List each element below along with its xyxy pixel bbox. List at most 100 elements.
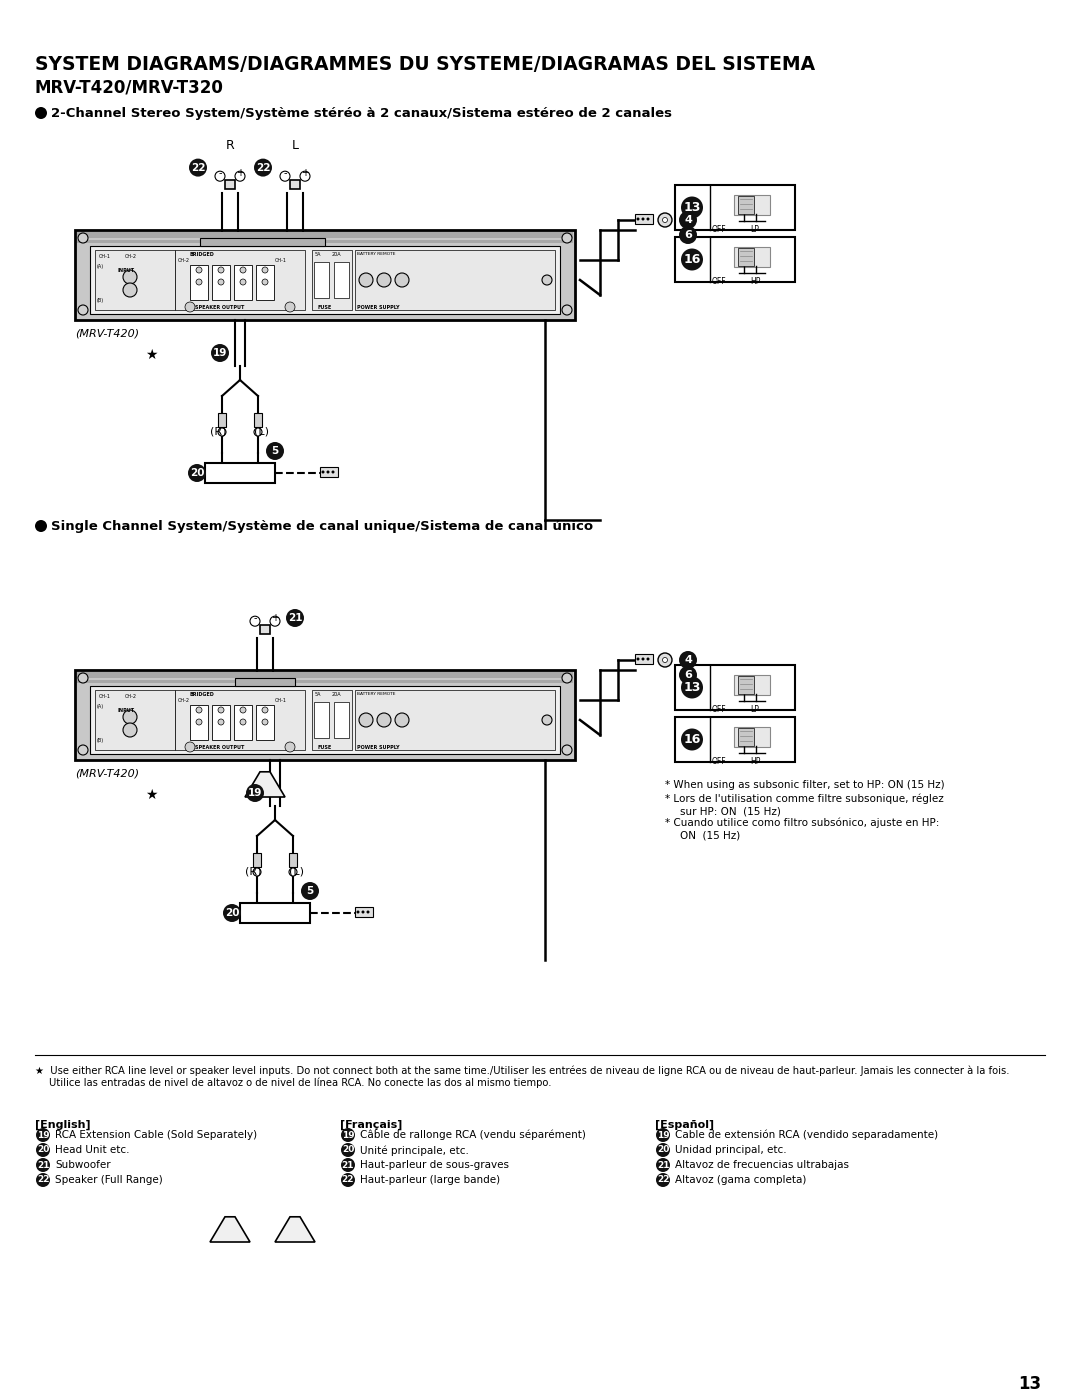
Text: 22: 22 <box>341 1175 354 1185</box>
Bar <box>291 180 300 189</box>
Text: OFF: OFF <box>712 705 727 714</box>
Text: CH-1: CH-1 <box>99 254 111 258</box>
Circle shape <box>218 279 224 285</box>
Circle shape <box>249 616 260 626</box>
Text: 6: 6 <box>684 231 692 240</box>
Bar <box>312 690 352 750</box>
Bar <box>77 240 573 243</box>
Text: [Français]: [Français] <box>340 1120 403 1130</box>
Circle shape <box>662 218 667 222</box>
Circle shape <box>286 609 303 627</box>
Text: BATTERY REMOTE: BATTERY REMOTE <box>357 692 395 696</box>
Text: 13: 13 <box>684 201 701 214</box>
Circle shape <box>681 197 703 218</box>
Bar <box>200 237 325 246</box>
Text: +: + <box>237 168 244 179</box>
Text: Câble de rallonge RCA (vendu séparément): Câble de rallonge RCA (vendu séparément) <box>360 1130 585 1140</box>
Bar <box>314 263 329 298</box>
Text: Speaker (Full Range): Speaker (Full Range) <box>55 1175 163 1185</box>
Text: Cable de extensión RCA (vendido separadamente): Cable de extensión RCA (vendido separada… <box>675 1130 939 1140</box>
Circle shape <box>679 666 697 685</box>
Text: 20: 20 <box>190 468 204 478</box>
Bar <box>355 907 373 916</box>
Bar <box>675 237 795 282</box>
Text: 5: 5 <box>271 446 279 455</box>
Circle shape <box>246 784 264 802</box>
Text: RCA Extension Cable (Sold Separately): RCA Extension Cable (Sold Separately) <box>55 1130 257 1140</box>
Text: [English]: [English] <box>35 1120 91 1130</box>
Text: 2-Channel Stereo System/Système stéréo à 2 canaux/Sistema estéreo de 2 canales: 2-Channel Stereo System/Système stéréo à… <box>51 108 672 120</box>
Text: 16: 16 <box>684 253 701 265</box>
Text: (L): (L) <box>254 426 269 436</box>
Text: +: + <box>301 168 309 179</box>
Circle shape <box>188 464 206 482</box>
Circle shape <box>270 616 280 626</box>
Text: [Español]: [Español] <box>654 1120 714 1130</box>
Circle shape <box>285 742 295 752</box>
Text: 19: 19 <box>37 1130 50 1140</box>
Circle shape <box>78 233 87 243</box>
Circle shape <box>301 882 319 900</box>
Circle shape <box>658 652 672 666</box>
Text: Head Unit etc.: Head Unit etc. <box>55 1146 130 1155</box>
Text: 20: 20 <box>37 1146 50 1154</box>
Text: FUSE: FUSE <box>318 305 333 310</box>
Bar <box>205 462 275 483</box>
Text: (L): (L) <box>289 866 303 876</box>
Circle shape <box>542 275 552 285</box>
Circle shape <box>681 728 703 750</box>
Bar <box>738 196 754 214</box>
Bar <box>234 705 252 740</box>
Circle shape <box>78 673 87 683</box>
Circle shape <box>366 911 369 914</box>
Circle shape <box>254 427 262 436</box>
Circle shape <box>656 1158 670 1172</box>
Text: sur HP: ON  (15 Hz): sur HP: ON (15 Hz) <box>680 806 781 816</box>
Circle shape <box>123 710 137 724</box>
Text: (R): (R) <box>245 866 261 876</box>
Circle shape <box>679 211 697 229</box>
Bar <box>218 414 226 427</box>
Circle shape <box>254 159 272 176</box>
Circle shape <box>222 904 241 922</box>
Circle shape <box>185 302 195 312</box>
Text: Unité principale, etc.: Unité principale, etc. <box>360 1146 469 1155</box>
Bar <box>75 231 575 320</box>
Circle shape <box>658 212 672 226</box>
Bar <box>77 672 573 678</box>
Text: (MRV-T420): (MRV-T420) <box>75 768 139 778</box>
Bar <box>175 250 305 310</box>
Text: 22: 22 <box>657 1175 670 1185</box>
Text: 19: 19 <box>341 1130 354 1140</box>
Bar <box>734 194 770 215</box>
Bar <box>675 184 795 231</box>
Text: +: + <box>271 613 279 623</box>
Text: ★: ★ <box>145 348 158 362</box>
Circle shape <box>341 1158 355 1172</box>
Text: 22: 22 <box>256 162 270 173</box>
Circle shape <box>36 1143 50 1157</box>
Circle shape <box>395 712 409 726</box>
Bar <box>635 654 653 664</box>
Bar <box>90 686 561 754</box>
Text: (B): (B) <box>97 298 104 303</box>
Circle shape <box>35 108 48 119</box>
Text: Haut-parleur (large bande): Haut-parleur (large bande) <box>360 1175 500 1185</box>
Bar <box>334 263 349 298</box>
Bar <box>738 728 754 746</box>
Circle shape <box>78 305 87 314</box>
Bar <box>212 265 230 300</box>
Circle shape <box>681 676 703 698</box>
Bar <box>734 675 770 694</box>
Circle shape <box>280 172 291 182</box>
Circle shape <box>195 279 202 285</box>
Circle shape <box>218 427 226 436</box>
Text: BATTERY REMOTE: BATTERY REMOTE <box>357 251 395 256</box>
Bar <box>312 250 352 310</box>
Text: 20: 20 <box>225 908 240 918</box>
Circle shape <box>262 707 268 712</box>
Circle shape <box>195 707 202 712</box>
Circle shape <box>123 270 137 284</box>
Circle shape <box>332 471 335 474</box>
Bar <box>355 690 555 750</box>
